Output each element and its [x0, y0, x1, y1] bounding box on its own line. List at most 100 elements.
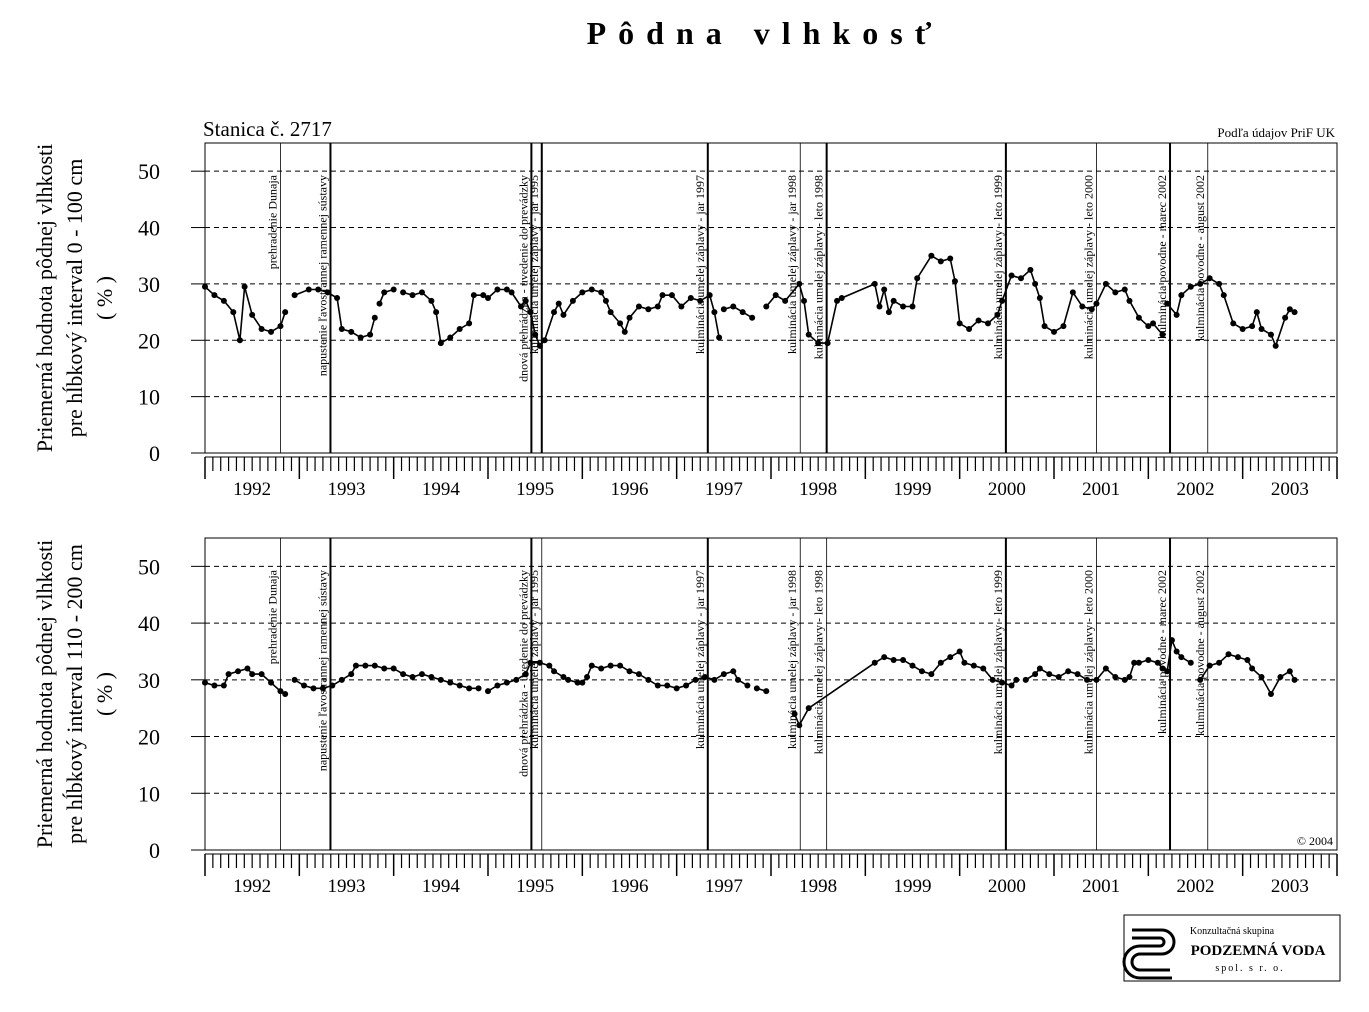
data-point [975, 317, 982, 324]
data-point [989, 676, 996, 683]
data-point [1216, 659, 1223, 666]
data-point [654, 303, 661, 310]
event-label: kulminácia umelej záplavy - jar 1997 [693, 570, 707, 749]
y-tick-label: 50 [138, 159, 160, 184]
x-tick-label: 1999 [894, 479, 932, 500]
data-point [1225, 651, 1232, 658]
data-point [202, 679, 208, 686]
data-point [230, 309, 237, 316]
data-point [635, 303, 642, 310]
data-point [560, 311, 567, 318]
data-point [1069, 289, 1076, 296]
data-point [1022, 676, 1029, 683]
data-point [428, 297, 435, 304]
data-point [315, 286, 322, 293]
series-line [723, 305, 753, 319]
data-point [1135, 659, 1142, 666]
data-point [1253, 309, 1260, 316]
x-tick-label: 1996 [611, 876, 649, 897]
data-point [390, 665, 397, 672]
data-point [701, 673, 708, 680]
y-tick-label: 40 [138, 611, 160, 636]
data-point [220, 297, 227, 304]
chart-panel: 0 10 20 30 40 50 1992 1993 1994 1995 1996 1997 1998 1… [32, 142, 1338, 500]
data-point [1013, 676, 1020, 683]
data-point [551, 309, 558, 316]
data-point [838, 295, 845, 301]
data-point [376, 300, 383, 307]
data-point [1055, 673, 1062, 680]
x-tick-label: 1995 [516, 876, 554, 897]
y-tick-label: 10 [138, 385, 160, 410]
data-point [1032, 280, 1039, 287]
data-point [433, 309, 440, 316]
data-point [579, 289, 586, 296]
x-tick-label: 1998 [799, 876, 837, 897]
data-point [966, 326, 973, 332]
x-tick-label: 2001 [1082, 876, 1120, 897]
data-point [1036, 295, 1043, 301]
data-point [551, 668, 558, 675]
data-point [1145, 323, 1152, 330]
data-point [730, 303, 737, 310]
data-point [928, 252, 935, 259]
chart-panel: 0 10 20 30 40 50 1992 1993 1994 1995 1996 1997 1998 1… [32, 537, 1338, 897]
event-label: napustenie ľavostrannej ramennej sústavy [315, 175, 329, 376]
data-point [249, 671, 256, 678]
data-point [367, 331, 374, 338]
y-tick-label: 0 [149, 441, 160, 466]
data-point [720, 671, 727, 678]
data-point [527, 309, 534, 316]
data-point [1173, 648, 1180, 655]
event-label: kulminácia umelej záplavy - leto 1998 [812, 570, 826, 754]
data-point [1150, 320, 1157, 327]
event-label: kulminácia umelej záplavy - leto 1999 [991, 570, 1005, 754]
data-point [1131, 659, 1138, 666]
data-point [782, 297, 789, 304]
data-point [1267, 691, 1274, 697]
data-point [1145, 656, 1152, 663]
data-point [687, 295, 694, 301]
y-tick-label: 0 [149, 838, 160, 863]
data-point [1230, 320, 1237, 327]
data-point [720, 306, 727, 313]
data-point [914, 275, 921, 282]
event-label: kulminácia umelej záplavy - leto 2000 [1081, 175, 1095, 359]
x-tick-label: 1992 [233, 479, 271, 500]
data-point [805, 705, 812, 712]
data-point [664, 682, 671, 689]
data-point [1036, 665, 1043, 672]
data-point [749, 314, 756, 321]
data-point [716, 334, 723, 341]
data-point [1093, 676, 1100, 683]
data-point [1178, 292, 1185, 299]
logo: Konzultačná skupina PODZEMNÁ VODA spol. … [1122, 914, 1341, 982]
data-point [711, 309, 718, 316]
data-point [1102, 665, 1109, 672]
event-label: kulminácia umelej záplavy - leto 2000 [1081, 570, 1095, 754]
data-point [348, 328, 355, 335]
data-point [956, 320, 963, 327]
data-point [1084, 676, 1091, 683]
data-point [579, 679, 586, 686]
data-point [621, 328, 628, 335]
y-axis-title: ( % ) [92, 276, 117, 320]
y-axis-title: Priemerná hodnota pôdnej vlhkosti [32, 540, 57, 849]
data-point [1249, 323, 1256, 330]
x-tick-label: 1997 [705, 479, 743, 500]
event-label: kulminácia umelej záplavy - jar 1997 [693, 175, 707, 354]
data-point [645, 306, 652, 313]
data-point [961, 659, 968, 666]
data-point [1244, 656, 1251, 663]
data-point [466, 685, 473, 692]
data-point [1234, 654, 1241, 661]
event-label: kulminácia povodne - august 2002 [1193, 175, 1207, 341]
logo-frame [1123, 914, 1341, 982]
data-point [357, 334, 364, 341]
page-title: Pôdna vlhkosť [587, 15, 944, 51]
data-point [885, 309, 892, 316]
event-label: prehradenie Dunaja [265, 569, 279, 664]
data-point [352, 662, 359, 669]
x-tick-label: 1993 [328, 876, 366, 897]
data-point [1197, 676, 1204, 683]
